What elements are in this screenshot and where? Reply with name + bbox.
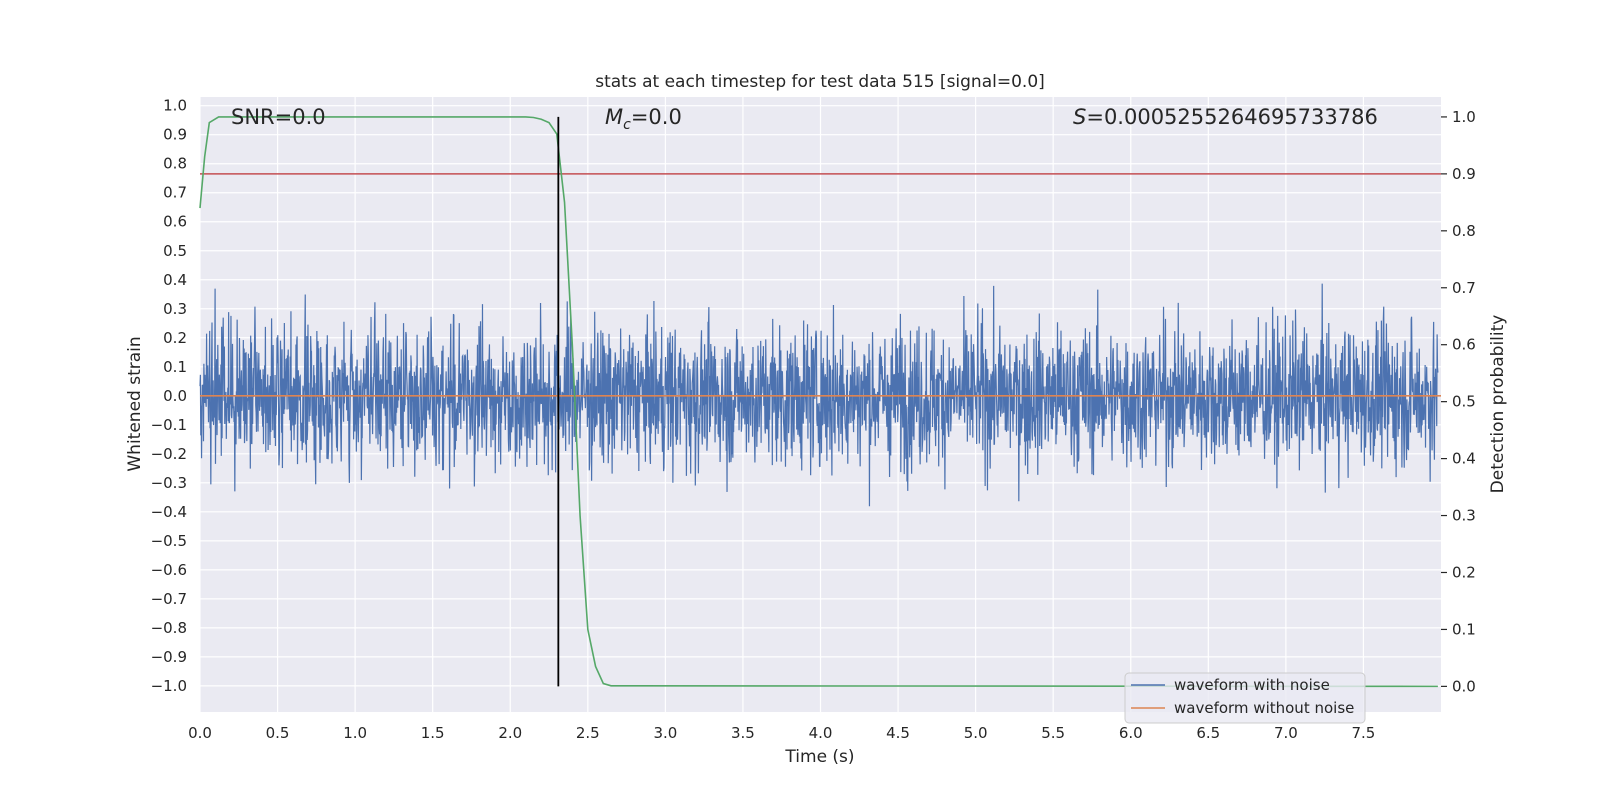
y-tick-label: 0.5 — [163, 242, 187, 260]
score-value: =0.0005255264695733786 — [1086, 105, 1378, 129]
y-tick-label: 1.0 — [163, 97, 187, 115]
x-tick-label: 7.5 — [1352, 724, 1376, 742]
legend-label-clean: waveform without noise — [1174, 699, 1354, 717]
y-tick-label: −0.3 — [151, 474, 187, 492]
y-tick-label: −0.6 — [151, 561, 187, 579]
x-tick-label: 3.0 — [653, 724, 677, 742]
x-tick-label: 2.5 — [576, 724, 600, 742]
y-tick-label: 0.8 — [163, 155, 187, 173]
y-axis-label: Whitened strain — [125, 336, 145, 471]
noise-trace — [199, 283, 1439, 507]
y-right-tick-label: 0.7 — [1452, 279, 1476, 297]
y-tick-label: 0.9 — [163, 126, 187, 144]
x-tick-label: 2.0 — [498, 724, 522, 742]
score-annotation: S=0.0005255264695733786 — [1073, 105, 1378, 129]
score-symbol: S — [1073, 105, 1086, 129]
x-tick-label: 6.5 — [1196, 724, 1220, 742]
y-right-axis-label: Detection probability — [1488, 315, 1508, 494]
y-right-tick-label: 0.4 — [1452, 450, 1476, 468]
legend-label-noise: waveform with noise — [1174, 676, 1330, 694]
series-detection-probability — [199, 116, 1438, 688]
x-axis-ticks: 0.0 0.5 1.0 1.5 2.0 2.5 3.0 3.5 4.0 4.5 5.0 5.5 6.0 6… — [188, 724, 1375, 742]
y-tick-label: 0.7 — [163, 184, 187, 202]
x-tick-label: 1.0 — [343, 724, 367, 742]
y-tick-label: 0.3 — [163, 300, 187, 318]
y-tick-label: −1.0 — [151, 677, 187, 695]
x-axis-label: Time (s) — [784, 747, 854, 767]
x-tick-label: 0.5 — [266, 724, 290, 742]
y-right-tick-label: 0.9 — [1452, 165, 1476, 183]
x-tick-label: 5.5 — [1041, 724, 1065, 742]
y-right-tick-label: 1.0 — [1452, 108, 1476, 126]
chirp-mass-symbol: M — [605, 105, 623, 129]
x-tick-label: 1.5 — [421, 724, 445, 742]
y-axis-ticks: 1.0 0.9 0.8 0.7 0.6 0.5 0.4 0.3 0.2 0.1 0.0 −0.1 −0.… — [151, 97, 187, 695]
y-right-tick-label: 0.5 — [1452, 393, 1476, 411]
y-tick-label: 0.1 — [163, 358, 187, 376]
y-tick-label: −0.7 — [151, 590, 187, 608]
y-right-tick-label: 0.0 — [1452, 677, 1476, 695]
chart-title: stats at each timestep for test data 515… — [595, 72, 1045, 92]
x-tick-label: 0.0 — [188, 724, 212, 742]
x-tick-label: 5.0 — [964, 724, 988, 742]
y-tick-label: 0.0 — [163, 387, 187, 405]
y-tick-label: −0.5 — [151, 532, 187, 550]
y-right-tick-label: 0.2 — [1452, 563, 1476, 581]
y-tick-label: −0.4 — [151, 503, 187, 521]
snr-annotation: SNR=0.0 — [231, 105, 326, 129]
x-tick-label: 3.5 — [731, 724, 755, 742]
x-tick-label: 4.5 — [886, 724, 910, 742]
chirp-mass-value: =0.0 — [631, 105, 682, 129]
y-tick-label: 0.2 — [163, 329, 187, 347]
series-waveform-with-noise — [199, 283, 1439, 507]
x-tick-label: 6.0 — [1119, 724, 1143, 742]
y-tick-label: −0.2 — [151, 445, 187, 463]
y-right-tick-label: 0.3 — [1452, 507, 1476, 525]
y-tick-label: 0.6 — [163, 213, 187, 231]
x-tick-label: 7.0 — [1274, 724, 1298, 742]
chirp-mass-annotation: Mc=0.0 — [605, 105, 682, 133]
legend: waveform with noise waveform without noi… — [1124, 672, 1366, 724]
y-right-tick-label: 0.1 — [1452, 620, 1476, 638]
y-tick-label: 0.4 — [163, 271, 187, 289]
x-tick-label: 4.0 — [809, 724, 833, 742]
y-tick-label: −0.1 — [151, 416, 187, 434]
y-right-axis-ticks: 1.0 0.9 0.8 0.7 0.6 0.5 0.4 0.3 0.2 0.1 0.0 — [1441, 108, 1476, 695]
y-right-tick-label: 0.6 — [1452, 336, 1476, 354]
y-tick-label: −0.8 — [151, 619, 187, 637]
y-right-tick-label: 0.8 — [1452, 222, 1476, 240]
chirp-mass-subscript: c — [623, 117, 631, 133]
legend-box — [1124, 672, 1366, 724]
y-tick-label: −0.9 — [151, 648, 187, 666]
